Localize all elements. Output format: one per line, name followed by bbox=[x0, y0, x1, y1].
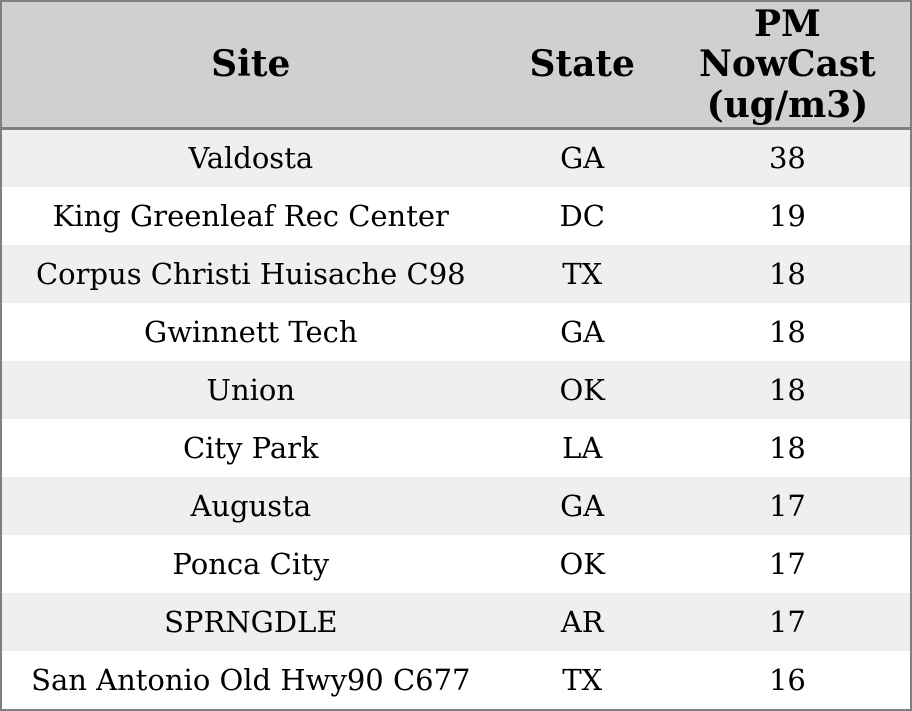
pm-cell: 18 bbox=[768, 430, 806, 465]
pm-cell: 19 bbox=[768, 198, 806, 233]
pm-cell: 18 bbox=[768, 314, 806, 349]
table-row: Augusta GA 17 bbox=[2, 476, 910, 535]
table-row: Ponca City OK 17 bbox=[2, 534, 910, 593]
site-cell: King Greenleaf Rec Center bbox=[52, 198, 449, 233]
pm-cell: 16 bbox=[768, 662, 806, 697]
table-row: San Antonio Old Hwy90 C677 TX 16 bbox=[2, 650, 910, 709]
site-cell: Valdosta bbox=[188, 141, 314, 176]
column-header-state: State bbox=[499, 2, 665, 130]
header-line: State bbox=[529, 43, 635, 86]
table-body: Valdosta GA 38 King Greenleaf Rec Center… bbox=[2, 128, 910, 709]
header-row: Site State PM NowCast (ug/m3) bbox=[2, 2, 910, 130]
table-row: King Greenleaf Rec Center DC 19 bbox=[2, 186, 910, 245]
site-cell: Gwinnett Tech bbox=[144, 314, 358, 349]
table-row: Union OK 18 bbox=[2, 360, 910, 419]
pm-cell: 18 bbox=[768, 372, 806, 407]
header-line: PM bbox=[753, 3, 821, 46]
header-line: Site bbox=[211, 43, 291, 86]
table-row: City Park LA 18 bbox=[2, 418, 910, 477]
pm-cell: 18 bbox=[768, 256, 806, 291]
state-cell: GA bbox=[560, 314, 605, 349]
site-cell: San Antonio Old Hwy90 C677 bbox=[31, 662, 471, 697]
state-cell: GA bbox=[560, 488, 605, 523]
table-row: Gwinnett Tech GA 18 bbox=[2, 302, 910, 361]
header-line: (ug/m3) bbox=[706, 83, 869, 126]
state-cell: TX bbox=[562, 256, 603, 291]
pm-cell: 17 bbox=[768, 546, 806, 581]
state-cell: OK bbox=[559, 546, 605, 581]
column-header-pm-nowcast: PM NowCast (ug/m3) bbox=[664, 2, 910, 130]
site-cell: Corpus Christi Huisache C98 bbox=[35, 256, 466, 291]
state-cell: DC bbox=[559, 198, 605, 233]
pm-cell: 38 bbox=[768, 141, 806, 176]
table-header: Site State PM NowCast (ug/m3) bbox=[2, 2, 910, 130]
column-header-site: Site bbox=[2, 2, 500, 130]
header-line: NowCast bbox=[699, 43, 876, 86]
state-cell: TX bbox=[562, 662, 603, 697]
pm-cell: 17 bbox=[768, 604, 806, 639]
table-row: Corpus Christi Huisache C98 TX 18 bbox=[2, 244, 910, 303]
site-cell: City Park bbox=[182, 430, 319, 465]
site-cell: Augusta bbox=[190, 488, 312, 523]
state-cell: GA bbox=[560, 141, 605, 176]
state-cell: LA bbox=[562, 430, 603, 465]
table-row: Valdosta GA 38 bbox=[2, 128, 910, 187]
site-cell: SPRNGDLE bbox=[164, 604, 338, 639]
site-cell: Union bbox=[206, 372, 296, 407]
table-row: SPRNGDLE AR 17 bbox=[2, 592, 910, 651]
pm-cell: 17 bbox=[768, 488, 806, 523]
site-cell: Ponca City bbox=[172, 546, 330, 581]
state-cell: OK bbox=[559, 372, 605, 407]
state-cell: AR bbox=[560, 604, 604, 639]
